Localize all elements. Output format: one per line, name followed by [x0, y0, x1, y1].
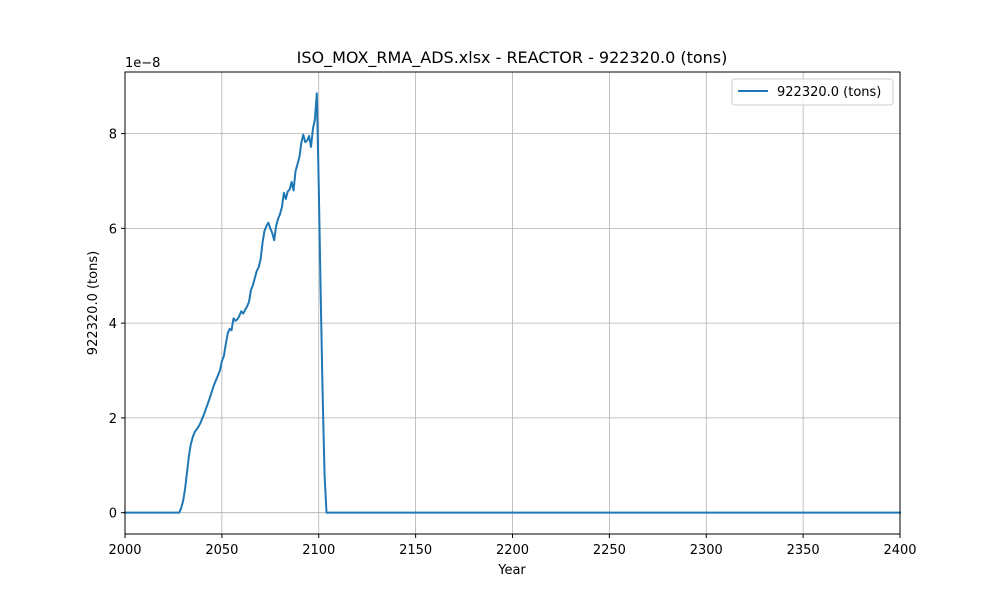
x-tick-label: 2400	[883, 543, 916, 558]
x-tick-label: 2000	[108, 543, 141, 558]
x-axis-label: Year	[497, 563, 526, 578]
x-tick-label: 2200	[496, 543, 529, 558]
legend-box	[731, 78, 894, 106]
series-layer	[124, 92, 901, 514]
y-tick-label: 4	[109, 317, 117, 332]
series-line	[124, 92, 901, 514]
y-tick-label: 2	[109, 412, 117, 427]
y-tick-label: 0	[109, 507, 117, 522]
legend-label: 922320.0 (tons)	[777, 85, 881, 100]
y-tick-label: 8	[109, 128, 117, 143]
x-tick-label: 2250	[593, 543, 626, 558]
x-axis-ticks: 2000 2050 2100 2150 2200 2250 2300 2350 2400	[108, 534, 917, 558]
x-tick-label: 2050	[205, 543, 238, 558]
x-tick-label: 2150	[399, 543, 432, 558]
y-axis-ticks: 0 2 4 6 8	[109, 128, 125, 522]
legend: 922320.0 (tons)	[731, 78, 894, 106]
chart-title: ISO_MOX_RMA_ADS.xlsx - REACTOR - 922320.…	[297, 48, 728, 68]
x-tick-label: 2300	[690, 543, 723, 558]
x-tick-label: 2100	[302, 543, 335, 558]
y-tick-label: 6	[109, 222, 117, 237]
y-axis-label: 922320.0 (tons)	[86, 251, 101, 355]
x-tick-label: 2350	[787, 543, 820, 558]
y-offset-text: 1e−8	[125, 56, 160, 71]
